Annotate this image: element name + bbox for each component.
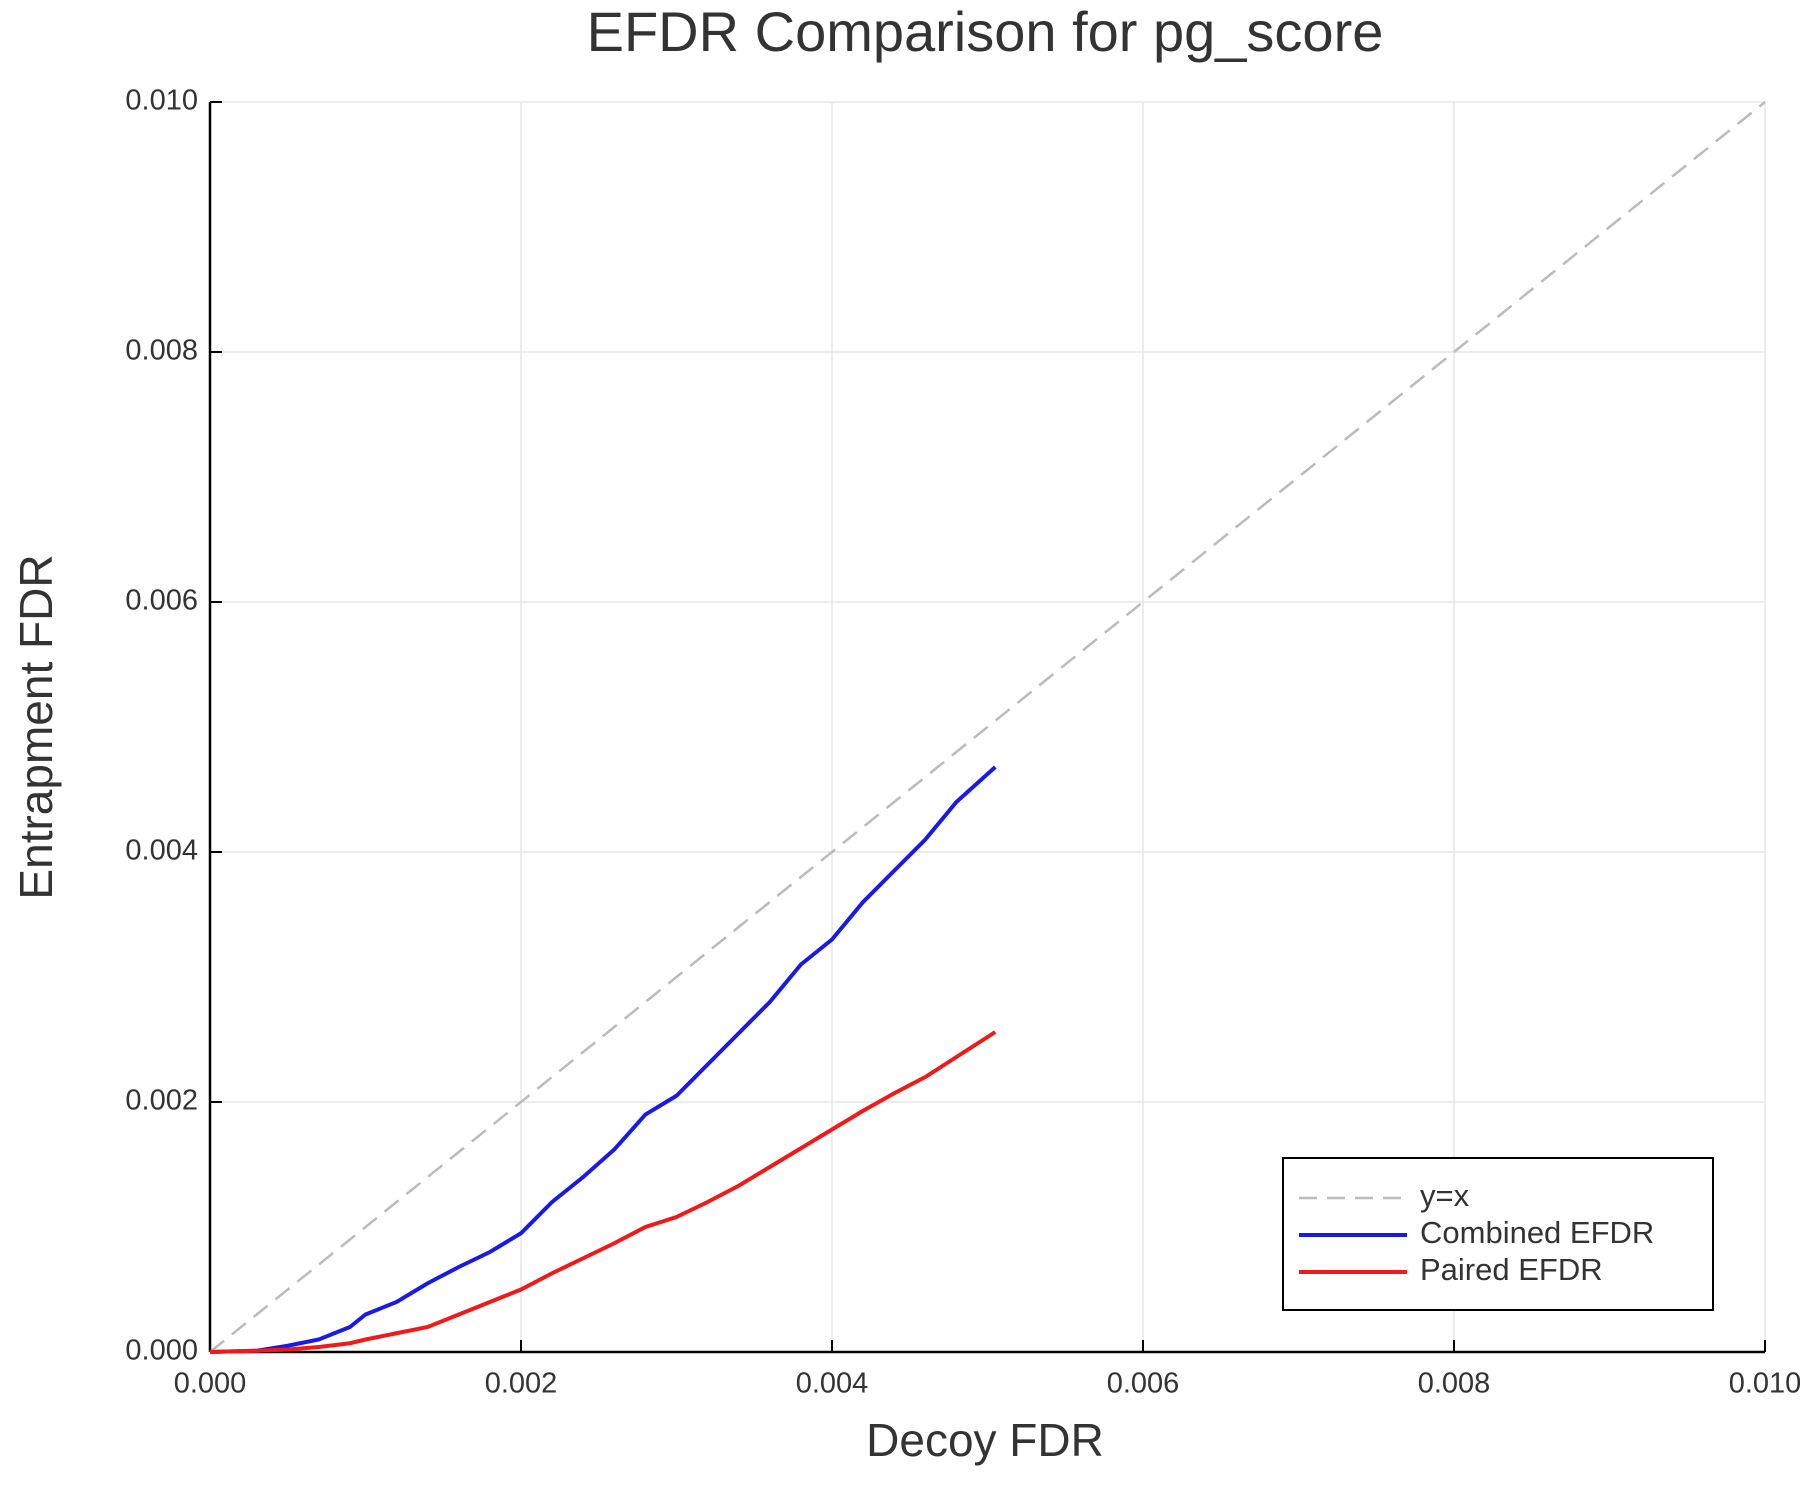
x-tick-label: 0.000 [174, 1368, 247, 1400]
x-tick-label: 0.002 [485, 1368, 558, 1400]
x-tick-label: 0.006 [1107, 1368, 1180, 1400]
series-line [209, 1030, 997, 1354]
y-tick-label: 0.006 [125, 585, 198, 617]
legend-label: y=x [1420, 1178, 1470, 1213]
y-axis-label: Entrapment FDR [10, 554, 62, 899]
legend-label: Paired EFDR [1420, 1252, 1603, 1287]
chart-title: EFDR Comparison for pg_score [587, 0, 1384, 63]
x-tick-label: 0.004 [796, 1368, 869, 1400]
legend-label: Combined EFDR [1420, 1215, 1654, 1250]
y-tick-label: 0.004 [125, 835, 198, 867]
y-tick-label: 0.002 [125, 1085, 198, 1117]
series-line [209, 101, 1766, 1353]
x-tick-label: 0.008 [1418, 1368, 1491, 1400]
x-axis-label: Decoy FDR [866, 1414, 1104, 1466]
y-tick-label: 0.000 [125, 1335, 198, 1367]
y-tick-label: 0.008 [125, 335, 198, 367]
y-tick-label: 0.010 [125, 85, 198, 117]
x-tick-label: 0.010 [1729, 1368, 1800, 1400]
series-line [209, 765, 997, 1354]
